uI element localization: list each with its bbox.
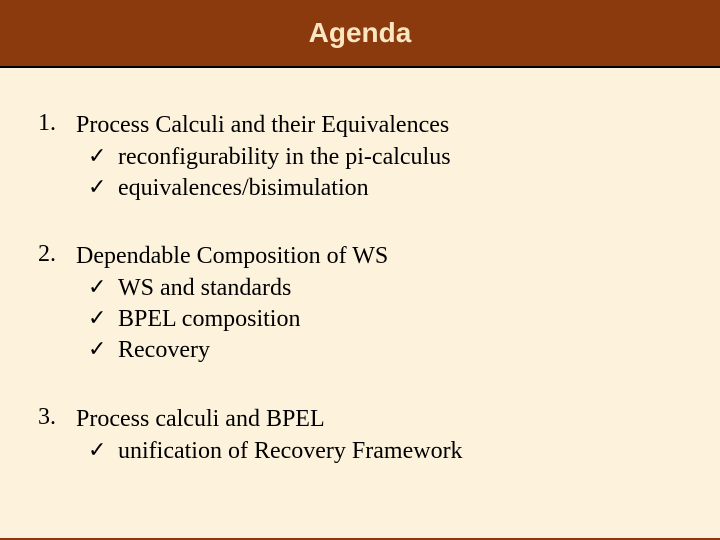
check-icon: ✓ <box>88 436 118 464</box>
title-bar: Agenda <box>0 0 720 68</box>
subitem-text: BPEL composition <box>118 304 300 335</box>
check-icon: ✓ <box>88 173 118 201</box>
agenda-item: 3. Process calculi and BPEL ✓ unificatio… <box>38 404 682 467</box>
subitem-text: unification of Recovery Framework <box>118 436 463 467</box>
item-number: 3. <box>38 404 76 431</box>
item-heading: Process calculi and BPEL <box>76 404 682 434</box>
agenda-item: 2. Dependable Composition of WS ✓ WS and… <box>38 241 682 365</box>
subitem-text: Recovery <box>118 335 210 366</box>
check-icon: ✓ <box>88 304 118 332</box>
subitem: ✓ BPEL composition <box>88 304 682 335</box>
slide-body: 1. Process Calculi and their Equivalence… <box>0 68 720 538</box>
subitem: ✓ unification of Recovery Framework <box>88 436 682 467</box>
check-icon: ✓ <box>88 335 118 363</box>
subitem: ✓ Recovery <box>88 335 682 366</box>
subitem-text: reconfigurability in the pi-calculus <box>118 142 451 173</box>
item-heading: Process Calculi and their Equivalences <box>76 110 682 140</box>
agenda-item: 1. Process Calculi and their Equivalence… <box>38 110 682 203</box>
subitem: ✓ WS and standards <box>88 273 682 304</box>
check-icon: ✓ <box>88 142 118 170</box>
subitem: ✓ reconfigurability in the pi-calculus <box>88 142 682 173</box>
slide-title: Agenda <box>309 17 412 49</box>
subitem-text: equivalences/bisimulation <box>118 173 369 204</box>
check-icon: ✓ <box>88 273 118 301</box>
item-number: 1. <box>38 110 76 137</box>
subitem-text: WS and standards <box>118 273 291 304</box>
item-heading: Dependable Composition of WS <box>76 241 682 271</box>
item-number: 2. <box>38 241 76 268</box>
subitem: ✓ equivalences/bisimulation <box>88 173 682 204</box>
